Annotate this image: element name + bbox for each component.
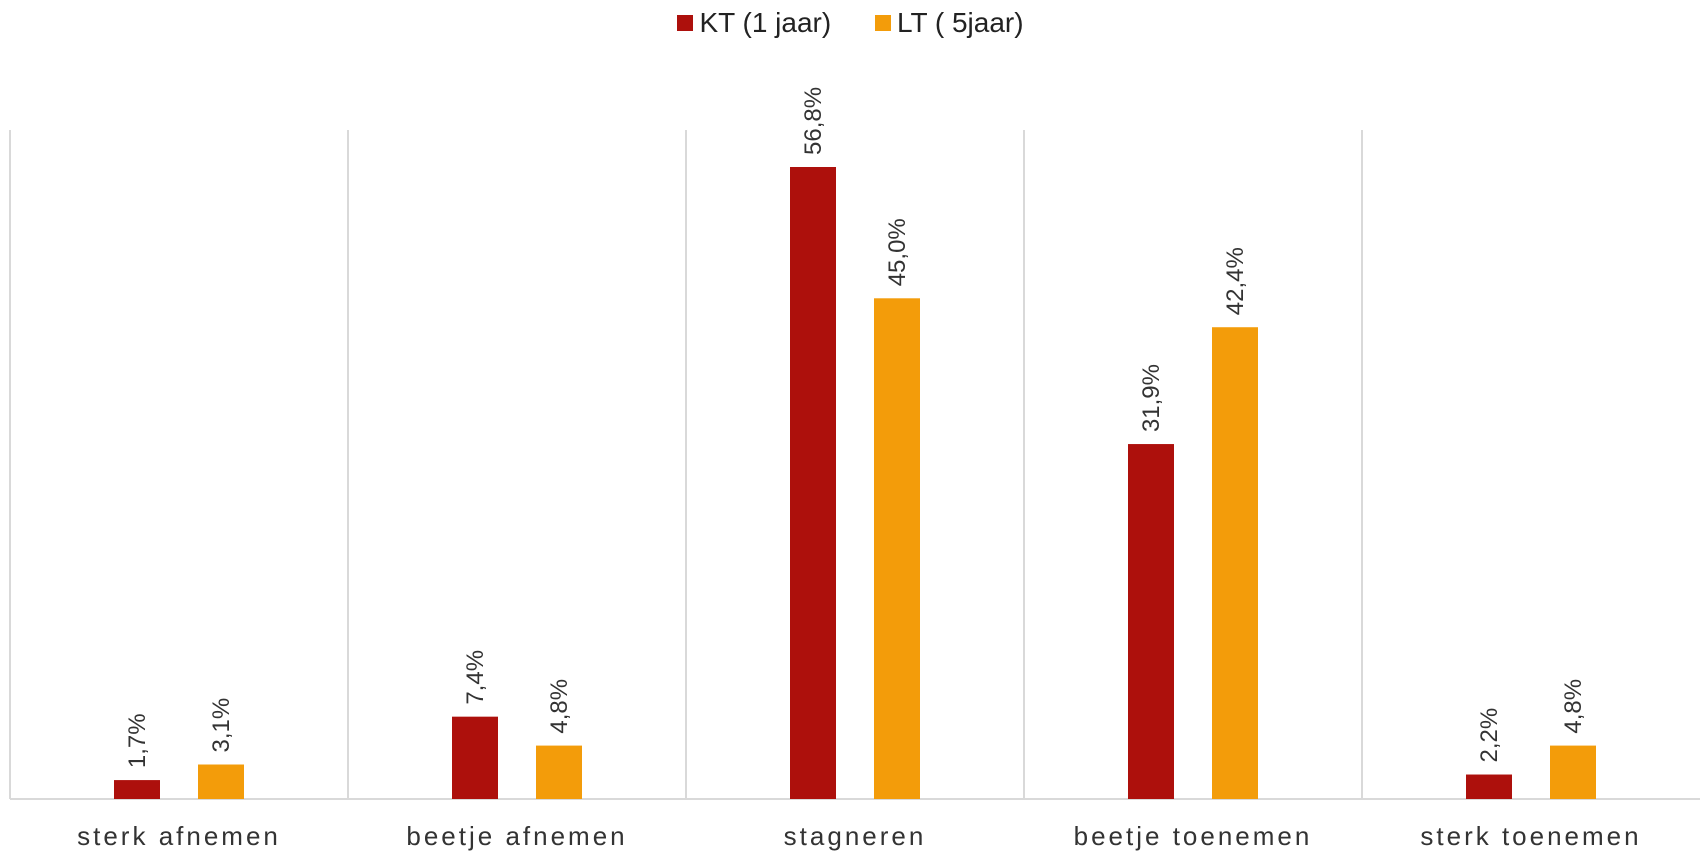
chart-legend: KT (1 jaar) LT ( 5jaar) bbox=[0, 6, 1701, 39]
bar-lt-4 bbox=[1212, 327, 1258, 799]
bar-lt-5 bbox=[1550, 745, 1596, 799]
value-label-kt-4: 31,9% bbox=[1138, 364, 1165, 432]
legend-item-lt: LT ( 5jaar) bbox=[874, 7, 1024, 39]
bar-lt-3 bbox=[874, 298, 920, 799]
legend-item-kt: KT (1 jaar) bbox=[677, 7, 831, 39]
legend-swatch-lt bbox=[874, 15, 891, 31]
gridlines bbox=[9, 130, 1700, 800]
bar-lt-1 bbox=[198, 764, 244, 799]
value-labels: 1,7% 3,1% 7,4% 4,8% 56,8% 45,0% 31,9% 42,4% 2,2%… bbox=[124, 87, 1587, 768]
value-label-lt-2: 4,8% bbox=[546, 679, 573, 734]
category-label-4: beetje toenemen bbox=[1074, 821, 1313, 851]
value-label-lt-5: 4,8% bbox=[1560, 679, 1587, 734]
category-labels: sterk afnemen beetje afnemen stagneren beet… bbox=[77, 821, 1641, 851]
bar-kt-2 bbox=[452, 716, 498, 799]
legend-label-kt: KT (1 jaar) bbox=[699, 7, 832, 38]
bar-lt-2 bbox=[536, 745, 582, 799]
value-label-kt-3: 56,8% bbox=[800, 87, 827, 155]
value-label-kt-2: 7,4% bbox=[462, 650, 489, 705]
value-label-lt-3: 45,0% bbox=[884, 218, 911, 286]
category-label-1: sterk afnemen bbox=[77, 821, 281, 851]
legend-swatch-kt bbox=[677, 15, 694, 31]
category-label-5: sterk toenemen bbox=[1420, 821, 1641, 851]
value-label-lt-4: 42,4% bbox=[1222, 247, 1249, 315]
value-label-kt-1: 1,7% bbox=[124, 713, 151, 768]
legend-label-lt: LT ( 5jaar) bbox=[896, 7, 1024, 38]
bar-kt-5 bbox=[1466, 774, 1512, 799]
bar-kt-3 bbox=[790, 167, 836, 799]
category-label-3: stagneren bbox=[784, 821, 927, 851]
value-label-lt-1: 3,1% bbox=[208, 698, 235, 753]
bar-kt-4 bbox=[1128, 444, 1174, 799]
bars bbox=[114, 167, 1596, 799]
bar-kt-1 bbox=[114, 780, 160, 799]
category-label-2: beetje afnemen bbox=[406, 821, 627, 851]
value-label-kt-5: 2,2% bbox=[1476, 708, 1503, 763]
